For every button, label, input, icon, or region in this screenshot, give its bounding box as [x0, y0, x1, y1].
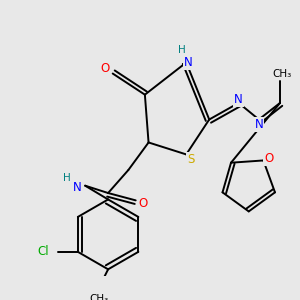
Text: H: H [63, 173, 70, 183]
Text: O: O [138, 196, 148, 210]
Text: CH₃: CH₃ [89, 294, 109, 300]
Text: O: O [264, 152, 274, 165]
Text: O: O [101, 62, 110, 75]
Text: N: N [184, 56, 193, 69]
Text: Cl: Cl [37, 245, 49, 258]
Text: N: N [254, 118, 263, 130]
Text: N: N [234, 93, 243, 106]
Text: H: H [178, 45, 185, 55]
Text: CH₃: CH₃ [272, 68, 292, 79]
Text: S: S [187, 152, 194, 166]
Text: N: N [73, 181, 81, 194]
